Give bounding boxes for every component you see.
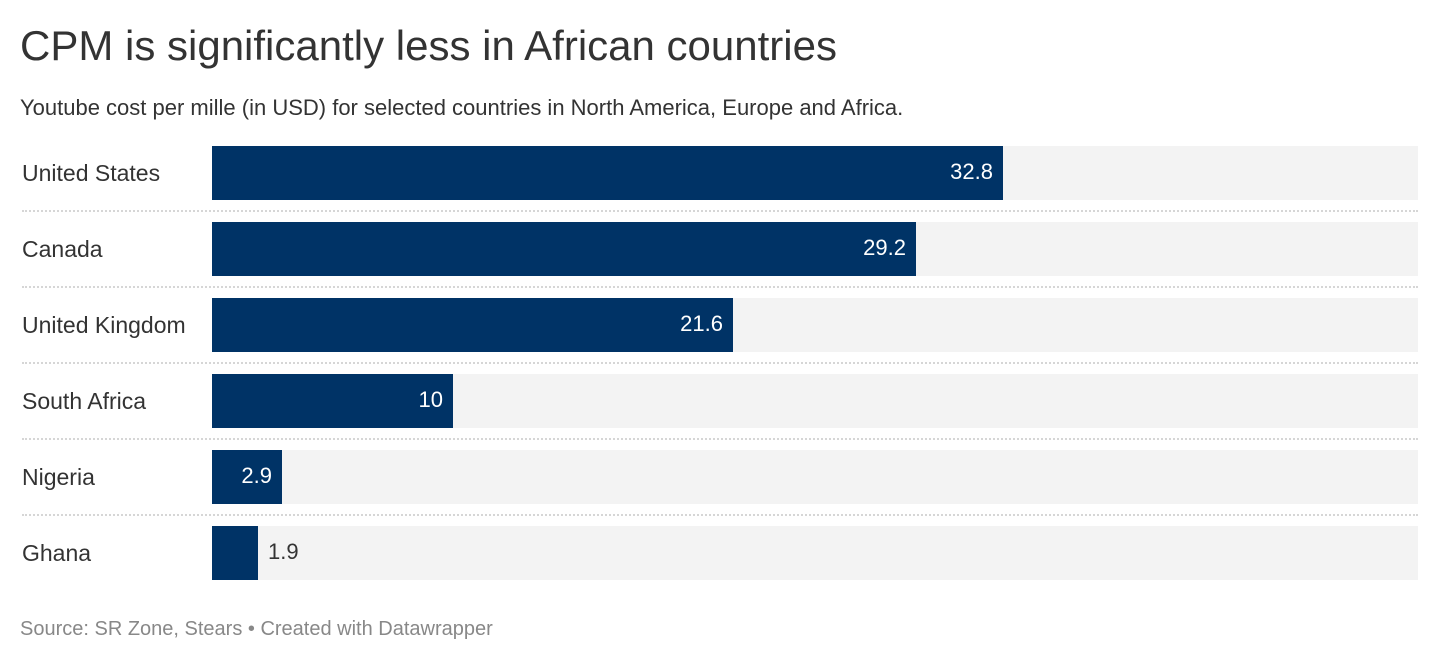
bar-row: United States 32.8: [0, 146, 1440, 222]
value-label: 1.9: [268, 539, 299, 564]
row-divider: [22, 438, 1418, 440]
bar: [212, 222, 916, 276]
bar: [212, 526, 258, 580]
category-label: United Kingdom: [22, 312, 186, 338]
category-label: United States: [22, 160, 161, 186]
row-divider: [22, 514, 1418, 516]
bar-row: Ghana 1.9: [0, 526, 1440, 602]
category-label: Nigeria: [22, 464, 95, 490]
category-label: South Africa: [22, 388, 147, 414]
bar-row: Nigeria 2.9: [0, 450, 1440, 526]
bar: [212, 450, 282, 504]
chart-title: CPM is significantly less in African cou…: [20, 22, 837, 69]
source-note: Source: SR Zone, Stears • Created with D…: [20, 618, 493, 640]
row-divider: [22, 210, 1418, 212]
chart-subtitle: Youtube cost per mille (in USD) for sele…: [20, 95, 904, 120]
row-divider: [22, 286, 1418, 288]
value-label: 29.2: [863, 235, 906, 260]
value-label: 2.9: [241, 463, 272, 488]
value-label: 10: [418, 387, 443, 412]
bar: [212, 146, 1003, 200]
bar: [212, 374, 453, 428]
bar-row: Canada 29.2: [0, 222, 1440, 298]
bar: [212, 298, 733, 352]
row-divider: [22, 362, 1418, 364]
bar-track: [212, 450, 1418, 504]
bar-row: South Africa 10: [0, 374, 1440, 450]
bar-row: United Kingdom 21.6: [0, 298, 1440, 374]
bar-track: [212, 526, 1418, 580]
value-label: 32.8: [950, 159, 993, 184]
category-label: Canada: [22, 236, 103, 262]
category-label: Ghana: [22, 540, 92, 566]
value-label: 21.6: [680, 311, 723, 336]
